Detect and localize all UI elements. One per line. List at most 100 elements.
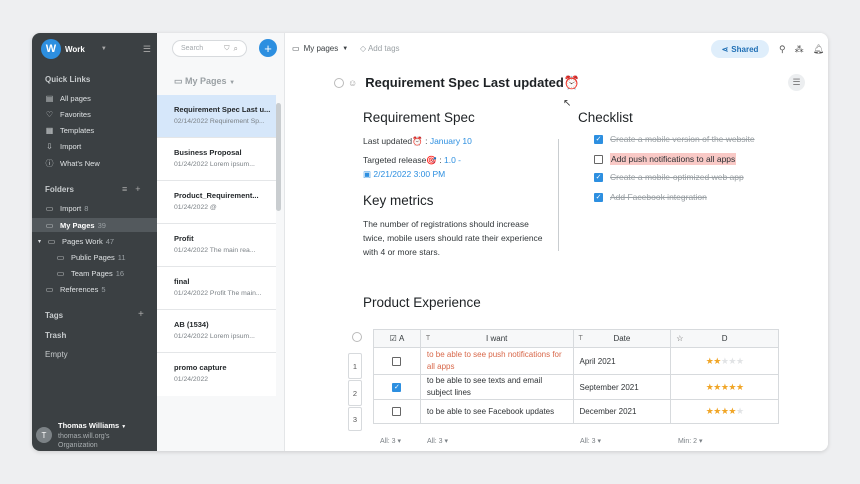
checklist-item[interactable]: ✓ Create a mobile version of the website bbox=[594, 134, 755, 144]
table-select-circle[interactable] bbox=[352, 332, 362, 342]
nav-all-pages[interactable]: ▤ All pages bbox=[45, 94, 91, 103]
column-header-date[interactable]: T Date bbox=[574, 330, 672, 347]
cell-date[interactable]: April 2021 bbox=[574, 348, 672, 374]
user-profile[interactable]: T Thomas Williams ▼ thomas.will.org's Or… bbox=[32, 419, 157, 451]
nav-import[interactable]: ⇩ Import bbox=[45, 142, 81, 151]
checkbox[interactable] bbox=[392, 356, 402, 366]
folder-import[interactable]: ▭ Import 8 bbox=[45, 204, 89, 213]
add-page-button[interactable]: + bbox=[259, 39, 277, 57]
folder-my-pages[interactable]: ▭ My Pages 39 bbox=[32, 218, 157, 232]
share-button[interactable]: ⋖ Shared bbox=[711, 40, 769, 58]
breadcrumb[interactable]: ▭ My pages ▼ bbox=[292, 44, 348, 53]
targeted-release-line[interactable]: Targeted release🎯 : 1.0 - bbox=[363, 153, 461, 167]
row-number[interactable]: 2 bbox=[348, 380, 362, 406]
cell-rating[interactable]: ★★★★★ bbox=[671, 375, 780, 399]
bell-icon[interactable]: 🔔︎ bbox=[812, 44, 825, 54]
cell-checkbox[interactable]: ✓ bbox=[374, 375, 421, 399]
checkbox[interactable] bbox=[392, 407, 402, 416]
row-number[interactable]: 3 bbox=[348, 407, 362, 431]
list-item[interactable]: promo capture 01/24/2022 bbox=[157, 353, 276, 396]
cell-i-want[interactable]: to be able to see Facebook updates bbox=[421, 400, 574, 423]
table-row[interactable]: ✓ to be able to see texts and email subj… bbox=[374, 375, 780, 400]
cell-i-want[interactable]: to be able to see push notifications for… bbox=[421, 348, 574, 374]
nav-whats-new[interactable]: ⓘ What's New bbox=[45, 158, 100, 169]
page-select-circle[interactable] bbox=[334, 78, 344, 88]
table-row[interactable]: to be able to see push notifications for… bbox=[374, 348, 780, 375]
checkbox[interactable]: ✓ bbox=[594, 172, 603, 182]
folder-pages-work[interactable]: ▾ ▭ Pages Work 47 bbox=[38, 237, 114, 246]
cell-rating[interactable]: ★★★★★ bbox=[671, 348, 780, 374]
page-title[interactable]: Requirement Spec Last updated⏰ bbox=[365, 75, 581, 90]
filter-icon[interactable]: ⛉ bbox=[224, 44, 230, 52]
checkbox[interactable]: ✓ bbox=[594, 134, 603, 144]
cell-i-want[interactable]: to be able to see texts and email subjec… bbox=[421, 375, 574, 399]
cell-rating[interactable]: ★★★★★ bbox=[671, 400, 780, 423]
cell-checkbox[interactable] bbox=[374, 348, 421, 374]
spec-heading[interactable]: Requirement Spec bbox=[363, 110, 475, 125]
row-number[interactable]: 1 bbox=[348, 353, 362, 379]
checkbox[interactable] bbox=[594, 154, 603, 164]
add-tag-icon[interactable]: + bbox=[138, 309, 144, 320]
item-subtitle: 01/24/2022 @ bbox=[174, 204, 217, 211]
rating-stars[interactable]: ★★★★★ bbox=[705, 381, 744, 392]
emoji-picker-icon[interactable]: ☺ bbox=[348, 78, 358, 88]
checklist-item[interactable]: ✓ Add Facebook integration bbox=[594, 192, 707, 202]
metrics-heading[interactable]: Key metrics bbox=[363, 193, 434, 208]
nav-label: Favorites bbox=[60, 110, 91, 119]
release-date-value: 2/21/2022 3:00 PM bbox=[373, 169, 446, 179]
footer-aggregate[interactable]: All: 3 ▾ bbox=[427, 437, 449, 446]
column-header-d[interactable]: ☆ D bbox=[671, 330, 780, 347]
column-header-a[interactable]: ☑ A bbox=[374, 330, 421, 347]
footer-aggregate[interactable]: All: 3 ▾ bbox=[580, 437, 602, 446]
nav-label: Import bbox=[60, 142, 82, 151]
workspace-switcher[interactable]: W Work ▼ ☰ bbox=[41, 38, 151, 60]
folder-team-pages[interactable]: ▭ Team Pages 16 bbox=[56, 269, 124, 278]
list-item[interactable]: Business Proposal 01/24/2022 Lorem ipsum.… bbox=[157, 138, 276, 181]
item-subtitle: 02/14/2022 Requirement Sp... bbox=[174, 118, 265, 125]
checkbox[interactable]: ✓ bbox=[594, 192, 603, 202]
trash-link[interactable]: Trash bbox=[45, 331, 67, 340]
list-item[interactable]: AB (1534) 01/24/2022 Lorem ipsum... bbox=[157, 310, 276, 353]
rating-stars[interactable]: ★★★★★ bbox=[705, 406, 744, 416]
checklist-heading[interactable]: Checklist bbox=[578, 110, 633, 125]
release-value[interactable]: 1.0 - bbox=[444, 155, 462, 165]
footer-aggregate[interactable]: All: 3 ▾ bbox=[380, 437, 402, 446]
folder-references[interactable]: ▭ References 5 bbox=[45, 285, 106, 294]
sort-icon[interactable]: ≡ bbox=[122, 184, 128, 194]
column-header-i-want[interactable]: T I want bbox=[421, 330, 574, 347]
footer-aggregate[interactable]: Min: 2 ▾ bbox=[678, 437, 703, 446]
workspace-name: Work bbox=[65, 44, 85, 54]
list-folder-title[interactable]: ▭ My Pages ▼ bbox=[174, 76, 235, 87]
experience-heading[interactable]: Product Experience bbox=[363, 295, 481, 310]
cell-checkbox[interactable] bbox=[374, 400, 421, 423]
search-input[interactable]: Search ⛉ ⌕ bbox=[172, 40, 247, 57]
rating-stars[interactable]: ★★★★★ bbox=[705, 355, 744, 366]
chevron-down-icon[interactable]: ▾ bbox=[38, 239, 42, 245]
list-item[interactable]: Profit 01/24/2022 The main rea... bbox=[157, 224, 276, 267]
list-item[interactable]: Requirement Spec Last u... 02/14/2022 Req… bbox=[157, 95, 276, 138]
add-folder-icon[interactable]: + bbox=[135, 184, 141, 194]
metrics-text[interactable]: The number of registrations should incre… bbox=[363, 219, 543, 257]
add-tags-button[interactable]: ◇ Add tags bbox=[360, 44, 400, 53]
integrations-icon[interactable]: ⁂ bbox=[794, 44, 804, 54]
release-date[interactable]: ▣ 2/21/2022 3:00 PM bbox=[363, 167, 445, 181]
attachment-icon[interactable]: ⚲ bbox=[779, 44, 786, 54]
checkbox[interactable]: ✓ bbox=[392, 382, 402, 392]
table-footer: All: 3 ▾ All: 3 ▾ All: 3 ▾ Min: 2 ▾ bbox=[373, 434, 779, 448]
folder-public-pages[interactable]: ▭ Public Pages 11 bbox=[56, 253, 126, 262]
nav-favorites[interactable]: ♡ Favorites bbox=[45, 110, 91, 119]
checklist-item[interactable]: Add push notifications to all apps bbox=[594, 153, 737, 165]
collapse-sidebar-icon[interactable]: ☰ bbox=[142, 43, 151, 54]
checklist-item[interactable]: ✓ Create a mobile-optimized web app bbox=[594, 172, 744, 182]
list-scrollbar[interactable] bbox=[276, 103, 281, 211]
empty-trash-link[interactable]: Empty bbox=[45, 350, 68, 359]
page-menu-button[interactable]: ☰ bbox=[788, 74, 805, 91]
cell-date[interactable]: December 2021 bbox=[574, 400, 672, 423]
list-item[interactable]: Product_Requirement... 01/24/2022 @ bbox=[157, 181, 276, 224]
last-updated-line[interactable]: Last updated⏰ : January 10 bbox=[363, 134, 472, 148]
list-item[interactable]: final 01/24/2022 Profit The main... bbox=[157, 267, 276, 310]
last-updated-value[interactable]: January 10 bbox=[429, 136, 472, 146]
nav-templates[interactable]: ▦ Templates bbox=[45, 126, 94, 135]
cell-date[interactable]: September 2021 bbox=[574, 375, 672, 399]
table-row[interactable]: to be able to see Facebook updates Decem… bbox=[374, 400, 780, 424]
